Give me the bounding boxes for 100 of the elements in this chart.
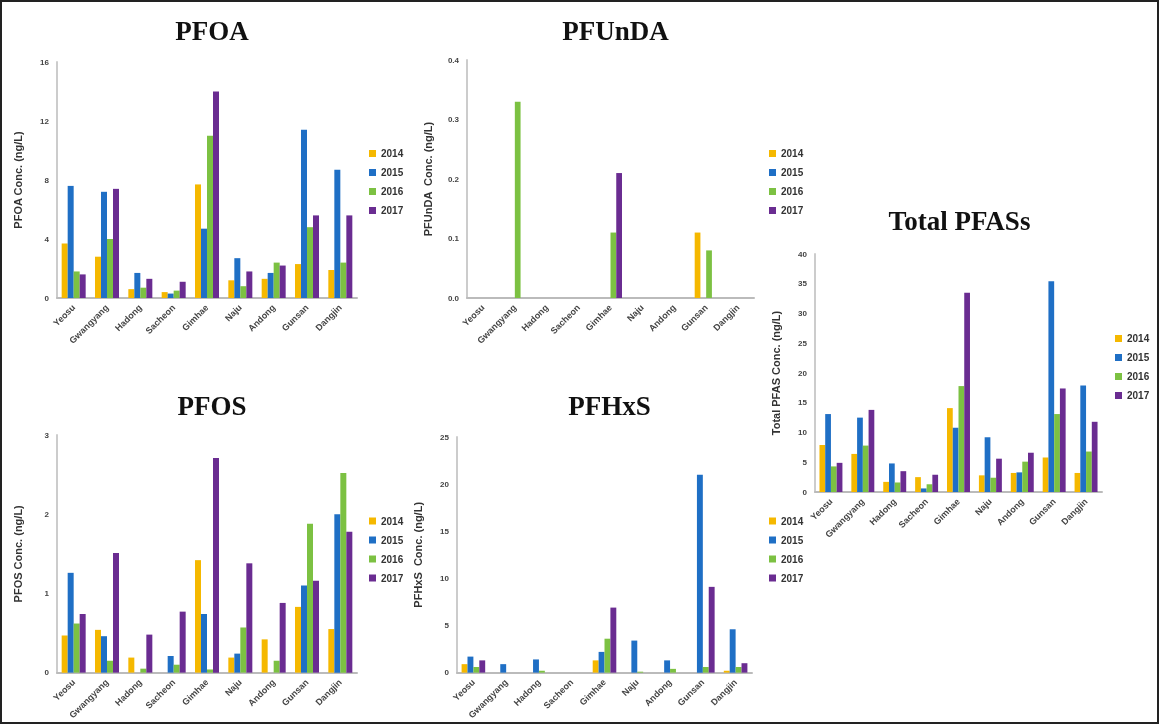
bar (616, 173, 622, 298)
y-tick-label: 0.1 (447, 234, 460, 243)
bar (473, 666, 480, 673)
chart-title: PFOA (175, 15, 250, 46)
y-tick-label: 0 (444, 668, 450, 678)
bar (213, 91, 219, 298)
bar (328, 269, 335, 298)
bar (340, 262, 347, 298)
bar (67, 185, 74, 298)
y-tick-label: 5 (802, 457, 808, 467)
y-tick-label: 25 (798, 338, 808, 348)
bar (346, 531, 353, 673)
bar (161, 292, 168, 298)
bar (134, 272, 141, 298)
y-tick-label: 0.4 (447, 55, 460, 65)
bar (888, 463, 895, 492)
bar (851, 453, 858, 492)
bar (952, 427, 959, 492)
legend-label: 2014 (781, 148, 804, 159)
y-tick-label: 0 (44, 293, 50, 303)
bar (857, 417, 863, 492)
bar (830, 466, 837, 492)
bar (1028, 452, 1034, 492)
bar (1086, 451, 1092, 492)
bar (228, 280, 235, 298)
legend-label: 2016 (1127, 371, 1150, 382)
bar (610, 607, 617, 673)
bar (279, 265, 286, 298)
legend-label: 2017 (381, 205, 404, 216)
bar (947, 408, 953, 492)
legend-label: 2014 (381, 148, 404, 159)
bar (179, 281, 186, 298)
bar (900, 471, 907, 492)
bar (533, 659, 539, 673)
bar (735, 666, 742, 673)
bar (883, 481, 889, 492)
bar (73, 623, 80, 673)
y-axis-title: PFHxS Conc. (ng/L) (411, 501, 424, 608)
legend-label: 2014 (781, 515, 804, 527)
bar (729, 629, 736, 673)
bar (195, 560, 201, 673)
bar (1022, 461, 1029, 492)
legend-label: 2014 (1127, 333, 1150, 344)
bar (240, 627, 247, 673)
legend-label: 2016 (381, 553, 404, 565)
bar (61, 243, 68, 298)
legend-label: 2015 (381, 167, 404, 178)
bar (346, 215, 353, 298)
bar (598, 651, 605, 673)
bar (926, 484, 933, 492)
bar (201, 614, 207, 673)
bar (964, 292, 970, 492)
bar (201, 228, 207, 298)
chart-title: PFOS (177, 390, 247, 421)
bar (95, 629, 101, 673)
y-tick-label: 0.3 (447, 115, 460, 124)
y-tick-label: 10 (798, 428, 808, 437)
y-axis-title: Total PFAS Conc. (ng/L) (769, 310, 782, 436)
y-axis-title: PFOS Conc. (ng/L) (11, 504, 24, 603)
legend-label: 2015 (381, 534, 404, 546)
bar (261, 639, 268, 673)
bar (140, 668, 147, 673)
bar (267, 272, 274, 298)
bar (173, 664, 180, 673)
y-tick-label: 35 (798, 279, 808, 289)
legend-label: 2017 (781, 205, 804, 216)
bar (301, 585, 307, 673)
bar (279, 602, 286, 673)
y-tick-label: 4 (44, 234, 50, 244)
bar (246, 563, 253, 673)
y-tick-label: 16 (40, 57, 50, 67)
bar (228, 657, 235, 673)
bar (708, 586, 715, 673)
chart-title: Total PFASs (888, 205, 1031, 236)
bar (500, 664, 507, 673)
bar (113, 188, 119, 298)
y-axis-title: PFOA Conc. (ng/L) (11, 130, 24, 229)
bar (313, 580, 319, 673)
bar (179, 611, 186, 673)
bar (862, 445, 869, 492)
y-tick-label: 10 (440, 573, 450, 583)
bar (461, 664, 468, 673)
bar (207, 669, 213, 673)
legend-label: 2017 (381, 572, 404, 584)
bar (932, 474, 939, 492)
bar (146, 634, 153, 673)
bar (246, 271, 253, 298)
legend-label: 2017 (1127, 390, 1150, 401)
bar (301, 129, 307, 298)
bar (113, 553, 119, 673)
bar (467, 656, 474, 673)
bar (128, 289, 135, 298)
y-tick-label: 25 (440, 432, 450, 442)
bar (825, 414, 831, 492)
legend-label: 2017 (781, 572, 804, 584)
bar (978, 475, 985, 492)
bar (79, 614, 86, 673)
bar (696, 474, 703, 673)
legend-label: 2016 (381, 186, 404, 197)
bar (1080, 385, 1087, 492)
